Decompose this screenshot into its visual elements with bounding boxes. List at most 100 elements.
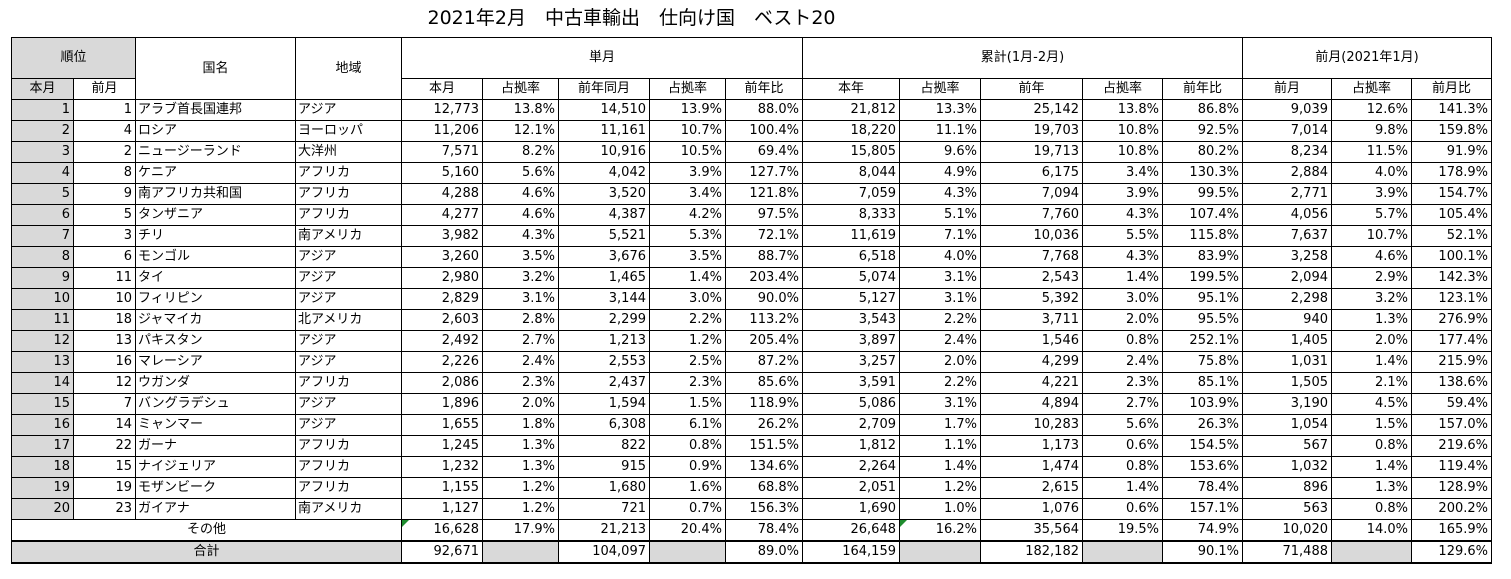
- p-prev-cell: 3,258: [1242, 246, 1332, 268]
- m-share-cell: 3.1%: [482, 288, 559, 310]
- m-this-cell: 3,982: [401, 225, 483, 247]
- rank-prev-cell: 2: [73, 141, 136, 163]
- region-cell: アフリカ: [295, 204, 402, 226]
- p-prev-cell: 7,637: [1242, 225, 1332, 247]
- m-prev-year-cell: 10,916: [558, 141, 650, 163]
- m-share-cell: 1.2%: [482, 477, 559, 499]
- region-cell: アフリカ: [295, 162, 402, 184]
- c-prev-cell: 5,392: [980, 288, 1083, 310]
- m-yoy-cell: 88.0%: [725, 99, 803, 121]
- region-cell: アフリカ: [295, 183, 402, 205]
- c-prev-cell: 19,713: [980, 141, 1083, 163]
- table-row: 17 22 ガーナ アフリカ 1,245 1.3% 822 0.8% 151.5% 1,812 1.…: [11, 435, 1492, 457]
- p-share-cell: 10.7%: [1331, 225, 1412, 247]
- total-p-prev: 71,488: [1242, 540, 1332, 564]
- region-cell: アジア: [295, 246, 402, 268]
- header-m-this: 本月: [401, 78, 483, 100]
- p-ratio-cell: 119.4%: [1411, 456, 1492, 478]
- m-prev-year-cell: 3,676: [558, 246, 650, 268]
- region-cell: 南アメリカ: [295, 225, 402, 247]
- p-ratio-cell: 105.4%: [1411, 204, 1492, 226]
- c-prev-cell: 10,283: [980, 414, 1083, 436]
- p-prev-cell: 896: [1242, 477, 1332, 499]
- c-prev-cell: 4,221: [980, 372, 1083, 394]
- p-ratio-cell: 157.0%: [1411, 414, 1492, 436]
- m-share-cell: 1.2%: [482, 498, 559, 520]
- c-prev-cell: 7,768: [980, 246, 1083, 268]
- p-share-cell: 3.2%: [1331, 288, 1412, 310]
- rank-prev-cell: 14: [73, 414, 136, 436]
- m-yoy-cell: 68.8%: [725, 477, 803, 499]
- p-prev-cell: 3,190: [1242, 393, 1332, 415]
- c-share2-cell: 3.9%: [1082, 183, 1163, 205]
- p-prev-cell: 7,014: [1242, 120, 1332, 142]
- p-prev-cell: 1,032: [1242, 456, 1332, 478]
- rank-this-cell: 16: [11, 414, 74, 436]
- c-share2-cell: 0.6%: [1082, 498, 1163, 520]
- region-cell: アジア: [295, 414, 402, 436]
- p-ratio-cell: 215.9%: [1411, 351, 1492, 373]
- region-cell: アフリカ: [295, 372, 402, 394]
- m-prev-year-cell: 3,144: [558, 288, 650, 310]
- m-this-cell: 1,245: [401, 435, 483, 457]
- other-label: その他: [11, 519, 402, 542]
- m-yoy-cell: 121.8%: [725, 183, 803, 205]
- p-prev-cell: 567: [1242, 435, 1332, 457]
- c-share-cell: 4.3%: [899, 183, 981, 205]
- m-prev-year-cell: 2,299: [558, 309, 650, 331]
- m-share-cell: 8.2%: [482, 141, 559, 163]
- p-prev-cell: 1,505: [1242, 372, 1332, 394]
- c-this-cell: 3,257: [802, 351, 900, 373]
- p-share-cell: 0.8%: [1331, 498, 1412, 520]
- m-yoy-cell: 90.0%: [725, 288, 803, 310]
- m-yoy-cell: 151.5%: [725, 435, 803, 457]
- header-country: 国名: [135, 37, 296, 100]
- p-prev-cell: 9,039: [1242, 99, 1332, 121]
- p-ratio-cell: 128.9%: [1411, 477, 1492, 499]
- p-share-cell: 1.5%: [1331, 414, 1412, 436]
- m-yoy-cell: 113.2%: [725, 309, 803, 331]
- region-cell: アジア: [295, 330, 402, 352]
- country-cell: タンザニア: [135, 204, 296, 226]
- p-ratio-cell: 154.7%: [1411, 183, 1492, 205]
- c-this-cell: 5,127: [802, 288, 900, 310]
- c-share2-cell: 3.0%: [1082, 288, 1163, 310]
- m-share-cell: 2.3%: [482, 372, 559, 394]
- c-yoy-cell: 154.5%: [1162, 435, 1243, 457]
- m-this-cell: 3,260: [401, 246, 483, 268]
- c-yoy-cell: 99.5%: [1162, 183, 1243, 205]
- rank-this-cell: 9: [11, 267, 74, 289]
- m-yoy-cell: 26.2%: [725, 414, 803, 436]
- p-share-cell: 5.7%: [1331, 204, 1412, 226]
- c-yoy-cell: 103.9%: [1162, 393, 1243, 415]
- other-c-this: 26,648: [802, 519, 900, 542]
- m-share-cell: 13.8%: [482, 99, 559, 121]
- rank-this-cell: 7: [11, 225, 74, 247]
- region-cell: アフリカ: [295, 435, 402, 457]
- rank-prev-cell: 7: [73, 393, 136, 415]
- header-m-yoy: 前年比: [725, 78, 803, 100]
- total-m-this: 92,671: [401, 540, 483, 564]
- m-prev-year-cell: 915: [558, 456, 650, 478]
- m-share2-cell: 2.5%: [649, 351, 726, 373]
- m-share2-cell: 1.2%: [649, 330, 726, 352]
- header-monthly: 単月: [401, 37, 803, 79]
- region-cell: 大洋州: [295, 141, 402, 163]
- p-ratio-cell: 52.1%: [1411, 225, 1492, 247]
- c-share2-cell: 0.8%: [1082, 456, 1163, 478]
- country-cell: ケニア: [135, 162, 296, 184]
- other-row: その他 16,628 17.9% 21,213 20.4% 78.4% 26,6…: [11, 519, 1492, 542]
- total-m-share2-blank: [649, 540, 726, 564]
- c-this-cell: 6,518: [802, 246, 900, 268]
- p-ratio-cell: 91.9%: [1411, 141, 1492, 163]
- table-row: 9 11 タイ アジア 2,980 3.2% 1,465 1.4% 203.4% 5,074 3.1…: [11, 267, 1492, 289]
- p-share-cell: 1.3%: [1331, 477, 1412, 499]
- c-share2-cell: 2.7%: [1082, 393, 1163, 415]
- c-share2-cell: 0.8%: [1082, 330, 1163, 352]
- country-cell: タイ: [135, 267, 296, 289]
- c-share2-cell: 4.3%: [1082, 204, 1163, 226]
- p-ratio-cell: 59.4%: [1411, 393, 1492, 415]
- p-prev-cell: 563: [1242, 498, 1332, 520]
- m-prev-year-cell: 3,520: [558, 183, 650, 205]
- other-c-share2: 19.5%: [1082, 519, 1163, 542]
